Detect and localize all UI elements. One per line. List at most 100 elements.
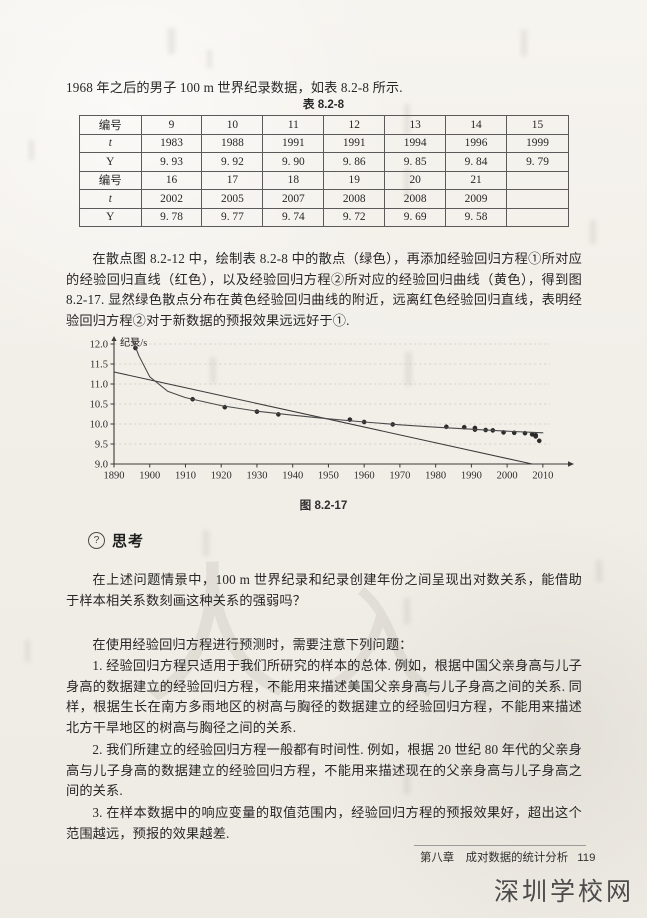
scatter-paragraph-text: 在散点图 8.2-12 中，绘制表 8.2-8 中的散点（绿色），再添加经验回归… — [66, 251, 582, 328]
cell-record: 9. 78 — [140, 207, 203, 227]
svg-text:1980: 1980 — [425, 471, 446, 482]
intro-text: 1968 年之后的男子 100 m 世界纪录数据，如表 8.2-8 所示. — [66, 80, 403, 95]
cell-record: 9. 72 — [323, 207, 386, 227]
notes-lead-text: 在使用经验回归方程进行预测时，需要注意下列问题： — [92, 637, 413, 652]
figure-caption-text: 图 8.2-17 — [299, 499, 348, 512]
cell-id: 16 — [140, 170, 203, 190]
svg-text:10.0: 10.0 — [90, 420, 108, 431]
svg-text:1900: 1900 — [139, 471, 160, 482]
figure-caption: 图 8.2-17 — [0, 497, 647, 513]
cell-year: 2008 — [323, 189, 386, 209]
note-item-3: 3. 在样本数据中的响应变量的取值范围内，经验回归方程的预报效果好，超出这个范围… — [66, 803, 582, 844]
cell-id: 15 — [506, 115, 569, 135]
scatter-paragraph: 在散点图 8.2-12 中，绘制表 8.2-8 中的散点（绿色），再添加经验回归… — [66, 249, 582, 331]
scatter-chart: 9.0 9.5 10.0 10.5 11.0 11.5 12.0 1890 1900 1910 19… — [70, 336, 600, 482]
svg-text:9.0: 9.0 — [95, 460, 108, 471]
notes-lead: 在使用经验回归方程进行预测时，需要注意下列问题： — [66, 635, 582, 656]
row-label-id-1: 编号 — [79, 115, 142, 135]
cell-id: 11 — [262, 115, 325, 135]
scan-artifact — [29, 140, 34, 160]
cell-record: 9. 93 — [140, 152, 203, 172]
footer-rule — [414, 845, 586, 846]
think-text: 在上述问题情景中，100 m 世界纪录和纪录创建年份之间呈现出对数关系，能借助于… — [66, 572, 582, 608]
record-data-table: 编号 9 10 11 12 13 14 15 t 1983 1988 1991 … — [79, 115, 569, 227]
svg-text:1950: 1950 — [318, 471, 339, 482]
row-label-t-2: t — [79, 189, 142, 209]
scan-artifact — [596, 560, 602, 582]
cell-record: 9. 69 — [384, 207, 447, 227]
cell-id: 10 — [201, 115, 264, 135]
svg-text:1920: 1920 — [211, 471, 232, 482]
svg-text:12.0: 12.0 — [90, 340, 108, 351]
table-caption: 表 8.2-8 — [0, 96, 647, 112]
row-label-id-2: 编号 — [79, 170, 142, 190]
cell-empty — [506, 189, 569, 209]
note-item-1: 1. 经验回归方程只适用于我们所研究的样本的总体. 例如，根据中国父亲身高与儿子… — [66, 656, 582, 738]
table-row: t 1983 1988 1991 1991 1994 1996 1999 — [79, 133, 569, 153]
svg-text:1990: 1990 — [461, 471, 482, 482]
table-row: Y 9. 93 9. 92 9. 90 9. 86 9. 85 9. 84 9.… — [79, 152, 569, 172]
scan-artifact — [521, 30, 527, 56]
row-label-Y-2: Y — [79, 207, 142, 227]
table-caption-text: 表 8.2-8 — [302, 98, 345, 111]
scan-artifact — [203, 530, 209, 556]
cell-id: 13 — [384, 115, 447, 135]
scan-artifact — [207, 50, 212, 68]
cell-year: 2009 — [445, 189, 507, 209]
cell-year: 1994 — [384, 133, 447, 153]
footer-chapter: 第八章 成对数据的统计分析 119 — [420, 849, 595, 865]
cell-record: 9. 58 — [445, 207, 507, 227]
cell-record: 9. 85 — [384, 152, 447, 172]
table-row: 编号 9 10 11 12 13 14 15 — [79, 115, 569, 135]
footer-chapter-text: 第八章 成对数据的统计分析 — [420, 852, 569, 864]
cell-record: 9. 86 — [323, 152, 386, 172]
note-item-2-text: 2. 我们所建立的经验回归方程一般都有时间性. 例如，根据 20 世纪 80 年… — [66, 742, 582, 799]
footer-page-number: 119 — [577, 852, 596, 864]
svg-text:11.5: 11.5 — [90, 360, 108, 371]
svg-text:9.5: 9.5 — [95, 440, 108, 451]
svg-text:2010: 2010 — [532, 471, 553, 482]
site-watermark-text: 深圳学校网 — [494, 878, 635, 906]
svg-text:1890: 1890 — [104, 471, 125, 482]
svg-text:1960: 1960 — [354, 471, 375, 482]
svg-text:2000: 2000 — [497, 471, 518, 482]
cell-year: 2002 — [140, 189, 203, 209]
scan-artifact — [590, 220, 596, 244]
row-label-t-1: t — [79, 133, 142, 153]
table-row: 编号 16 17 18 19 20 21 — [79, 170, 569, 190]
table-row: t 2002 2005 2007 2008 2008 2009 — [79, 189, 569, 209]
cell-year: 1983 — [140, 133, 203, 153]
cell-year: 1988 — [201, 133, 264, 153]
regression-figure: 9.0 9.5 10.0 10.5 11.0 11.5 12.0 1890 1900 1910 19… — [70, 336, 600, 496]
think-header: ? 思考 — [88, 530, 144, 551]
cell-id: 20 — [384, 170, 447, 190]
cell-record: 9. 77 — [201, 207, 264, 227]
cell-id: 12 — [323, 115, 386, 135]
svg-text:1910: 1910 — [175, 471, 196, 482]
cell-year: 2007 — [262, 189, 325, 209]
svg-text:1970: 1970 — [389, 471, 410, 482]
svg-text:1940: 1940 — [282, 471, 303, 482]
cell-year: 1996 — [445, 133, 507, 153]
note-item-1-text: 1. 经验回归方程只适用于我们所研究的样本的总体. 例如，根据中国父亲身高与儿子… — [66, 658, 582, 735]
cell-id: 9 — [140, 115, 203, 135]
cell-year: 2008 — [384, 189, 447, 209]
cell-empty — [506, 207, 569, 227]
scan-artifact — [168, 28, 175, 54]
cell-id: 14 — [445, 115, 507, 135]
table-row: Y 9. 78 9. 77 9. 74 9. 72 9. 69 9. 58 — [79, 207, 569, 227]
note-item-3-text: 3. 在样本数据中的响应变量的取值范围内，经验回归方程的预报效果好，超出这个范围… — [66, 805, 582, 841]
cell-id: 18 — [262, 170, 325, 190]
svg-text:10.5: 10.5 — [90, 400, 108, 411]
cell-record: 9. 90 — [262, 152, 325, 172]
think-paragraph: 在上述问题情景中，100 m 世界纪录和纪录创建年份之间呈现出对数关系，能借助于… — [66, 570, 582, 611]
think-label: 思考 — [112, 533, 145, 550]
cell-year: 2005 — [201, 189, 264, 209]
cell-record: 9. 92 — [201, 152, 264, 172]
cell-id: 19 — [323, 170, 386, 190]
cell-record: 9. 84 — [445, 152, 507, 172]
cell-id: 17 — [201, 170, 264, 190]
cell-record: 9. 79 — [506, 152, 569, 172]
cell-year: 1999 — [506, 133, 569, 153]
